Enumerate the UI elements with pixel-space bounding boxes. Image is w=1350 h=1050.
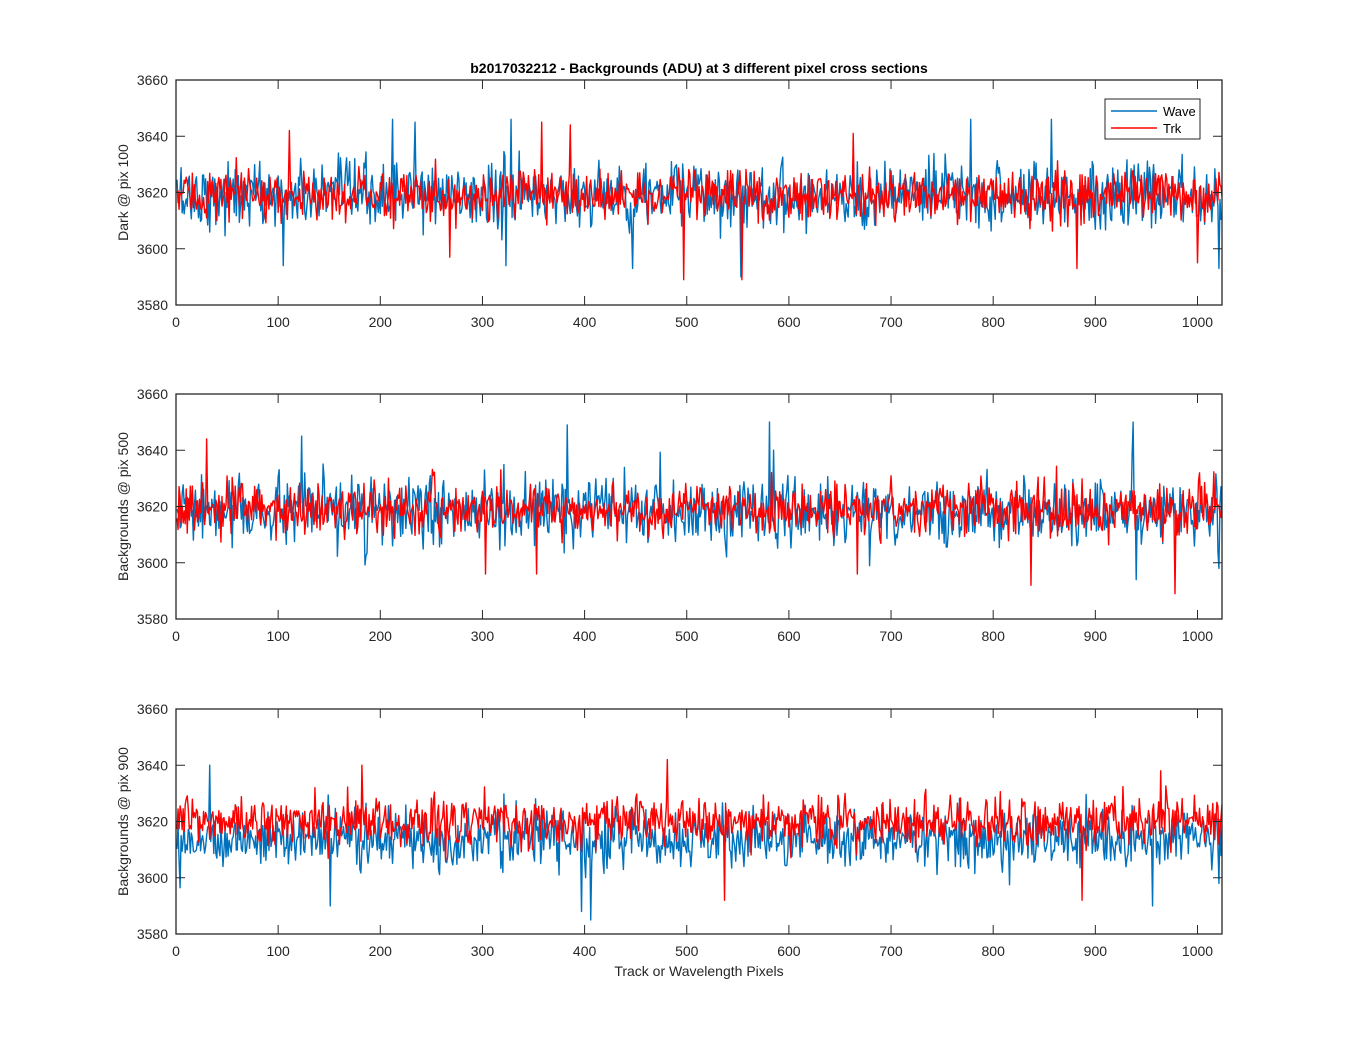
y-tick-label: 3640: [137, 128, 168, 144]
x-tick-label: 700: [879, 314, 903, 330]
x-tick-label: 300: [471, 628, 495, 644]
x-tick-label: 400: [573, 628, 597, 644]
panels: 0 100 200 300 400 500 600 700 800 900 100035803600…: [115, 72, 1223, 959]
y-tick-label: 3620: [137, 185, 168, 201]
x-tick-label: 1000: [1182, 943, 1213, 959]
x-tick-label: 0: [172, 943, 180, 959]
y-tick-label: 3660: [137, 72, 168, 88]
y-tick-label: 3640: [137, 442, 168, 458]
x-tick-label: 1000: [1182, 628, 1213, 644]
panel-1: 0 100 200 300 400 500 600 700 800 900 1000 3580 3600…: [115, 72, 1223, 330]
x-tick-label: 500: [675, 628, 699, 644]
x-tick-label: 500: [675, 943, 699, 959]
y-tick-label: 3620: [137, 499, 168, 515]
x-tick-label: 900: [1084, 314, 1108, 330]
x-tick-label: 600: [777, 943, 801, 959]
y-tick-label: 3660: [137, 386, 168, 402]
x-tick-label: 1000: [1182, 314, 1213, 330]
y-tick-label: 3600: [137, 555, 168, 571]
legend-box: [1104, 98, 1201, 140]
y-tick-label: 3580: [137, 926, 168, 942]
x-tick-label: 300: [471, 314, 495, 330]
x-tick-label: 600: [777, 314, 801, 330]
x-tick-label: 100: [266, 943, 290, 959]
series-line-trk: [176, 438, 1222, 595]
x-tick-label: 200: [369, 943, 393, 959]
panel-2: 0 100 200 300 400 500 600 700 800 900 1000 3580 3600…: [115, 386, 1223, 644]
y-tick-label: 3580: [137, 297, 168, 313]
y-axis-label: Backgrounds @ pix 500: [115, 432, 131, 581]
x-tick-label: 100: [266, 314, 290, 330]
y-tick-label: 3580: [137, 611, 168, 627]
series-line-trk: [176, 758, 1222, 901]
y-tick-label: 3620: [137, 814, 168, 830]
x-tick-label: 800: [982, 943, 1006, 959]
x-tick-label: 200: [369, 628, 393, 644]
series-line-wave: [176, 421, 1222, 581]
series-group: [176, 421, 1222, 595]
x-tick-label: 900: [1084, 943, 1108, 959]
x-tick-label: 0: [172, 628, 180, 644]
x-tick-label: 700: [879, 943, 903, 959]
legend-label-trk: Trk: [1163, 121, 1182, 136]
x-tick-label: 900: [1084, 628, 1108, 644]
x-axis-label: Track or Wavelength Pixels: [614, 963, 783, 979]
x-tick-label: 200: [369, 314, 393, 330]
x-tick-label: 400: [573, 943, 597, 959]
x-tick-label: 0: [172, 314, 180, 330]
legend: Wave Trk: [1104, 98, 1201, 140]
x-tick-label: 800: [982, 628, 1006, 644]
x-tick-label: 400: [573, 314, 597, 330]
series-group: [176, 118, 1222, 281]
series-group: [176, 758, 1222, 921]
legend-label-wave: Wave: [1163, 104, 1196, 119]
x-tick-label: 300: [471, 943, 495, 959]
y-axis-label: Dark @ pix 100: [115, 144, 131, 241]
x-tick-label: 700: [879, 628, 903, 644]
figure-title: b2017032212 - Backgrounds (ADU) at 3 dif…: [470, 60, 928, 76]
x-tick-label: 800: [982, 314, 1006, 330]
series-line-trk: [176, 121, 1222, 281]
y-tick-label: 3600: [137, 870, 168, 886]
y-axis-label: Backgrounds @ pix 900: [115, 747, 131, 896]
x-tick-label: 600: [777, 628, 801, 644]
y-tick-label: 3640: [137, 757, 168, 773]
x-tick-label: 500: [675, 314, 699, 330]
y-tick-label: 3660: [137, 701, 168, 717]
y-tick-label: 3600: [137, 241, 168, 257]
x-tick-label: 100: [266, 628, 290, 644]
panel-3: 0 100 200 300 400 500 600 700 800 900 1000 3580 3600…: [115, 701, 1223, 959]
